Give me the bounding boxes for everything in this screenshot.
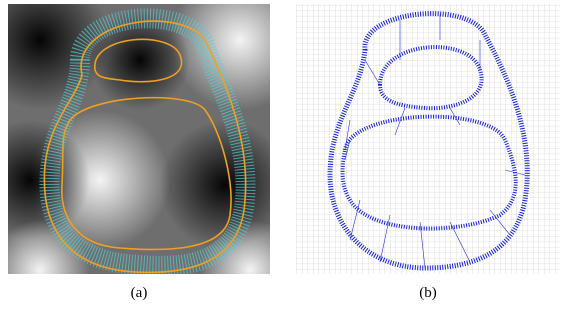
caption: (b)	[419, 285, 437, 301]
figure: (a) (b)	[0, 0, 569, 311]
panel-a	[0, 0, 310, 311]
panel-b	[296, 4, 560, 274]
caption: (a)	[131, 285, 148, 301]
field-blob	[90, 10, 190, 110]
grid-background	[296, 4, 560, 274]
